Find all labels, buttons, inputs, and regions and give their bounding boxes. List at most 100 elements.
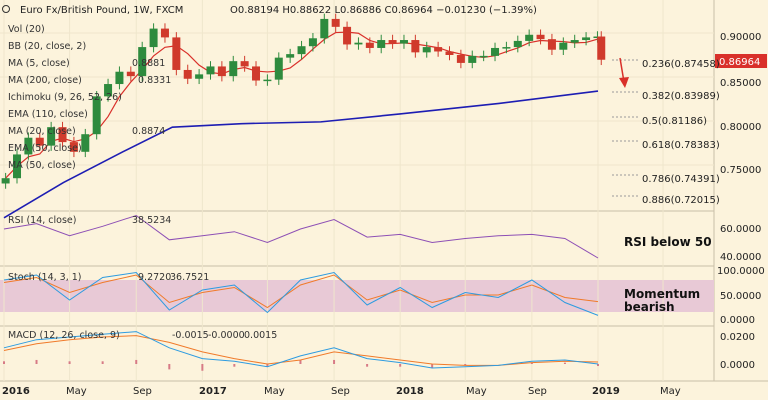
candle (274, 57, 283, 80)
rsi-tick-60: 60.0000 (720, 224, 761, 235)
x-tick-2017: 2017 (199, 386, 227, 397)
candle (160, 28, 169, 38)
fib-levels: 0.236(0.87458) 0.382(0.83989) 0.5(0.8118… (642, 59, 720, 206)
candle (1, 178, 10, 184)
candle (47, 127, 56, 146)
candle (434, 47, 443, 52)
candle (491, 47, 500, 56)
indicator-ma20[interactable]: MA (20, close) (8, 126, 76, 137)
indicator-ma5[interactable]: MA (5, close) (8, 58, 70, 69)
y-tick-085: 0.85000 (720, 78, 761, 89)
candle (263, 79, 272, 82)
stoch-d-value: 36.7521 (170, 272, 209, 283)
candle (24, 137, 33, 155)
candle (252, 66, 261, 81)
candle (115, 71, 124, 85)
candle (468, 55, 477, 63)
ma200-line (3, 90, 599, 219)
x-tick-2018: 2018 (396, 386, 424, 397)
fib-label-05: 0.5(0.81186) (642, 116, 707, 127)
main-pane[interactable] (0, 0, 714, 211)
rsi-label[interactable]: RSI (14, close) (8, 215, 76, 226)
rsi-annotation: RSI below 50 (624, 235, 712, 249)
indicator-legend: Vol (20) BB (20, close, 2) MA (5, close)… (8, 24, 171, 171)
macd-label[interactable]: MACD (12, 26, close, 9) (8, 330, 120, 341)
stoch-k-line (3, 271, 599, 316)
candle (536, 34, 545, 40)
rsi-line (3, 214, 599, 259)
stoch-d-line (3, 274, 599, 309)
candle (149, 28, 158, 48)
stoch-annotation-1: Momentum (624, 287, 700, 301)
macd-tick-002: 0.0200 (720, 332, 755, 343)
x-tick-may19: May (660, 386, 681, 397)
y-tick-090: 0.90000 (720, 32, 761, 43)
candle (81, 134, 90, 152)
indicator-bb[interactable]: BB (20, close, 2) (8, 41, 86, 52)
indicator-ema110[interactable]: EMA (110, close) (8, 109, 88, 120)
stoch-tick-50: 50.0000 (720, 291, 761, 302)
settings-icon[interactable] (2, 5, 10, 13)
candle (240, 61, 249, 67)
stoch-k-value: 9.2720 (138, 272, 171, 283)
candle (104, 84, 113, 97)
indicator-ema50[interactable]: EMA (50, close) (8, 143, 82, 154)
rsi-value: 38.5234 (132, 215, 171, 226)
macd-signal-value: 0.0015 (244, 330, 277, 341)
indicator-ma20-value: 0.8874 (132, 126, 165, 137)
x-axis: 2016 May Sep 2017 May Sep 2018 May Sep 2… (2, 386, 681, 397)
x-tick-may17: May (264, 386, 285, 397)
last-price-tag (715, 54, 767, 68)
candle (445, 51, 454, 55)
candle (69, 142, 78, 152)
x-tick-sep18: Sep (528, 386, 547, 397)
fib-label-0618: 0.618(0.78383) (642, 140, 720, 151)
x-tick-sep17: Sep (331, 386, 350, 397)
candle (479, 55, 488, 58)
candle (411, 40, 420, 53)
fib-label-0886: 0.886(0.72015) (642, 195, 720, 206)
candle (58, 127, 67, 143)
candle (172, 37, 181, 70)
candle (388, 40, 397, 44)
candle (13, 154, 22, 179)
candle (513, 40, 522, 48)
indicator-vol[interactable]: Vol (20) (8, 24, 45, 35)
stoch-band (0, 280, 714, 312)
candle (331, 18, 340, 27)
candle (138, 47, 147, 77)
candle (297, 46, 306, 55)
y-tick-080: 0.80000 (720, 122, 761, 133)
candle (597, 36, 606, 60)
candle (422, 47, 431, 53)
candle (399, 40, 408, 44)
candle (229, 61, 238, 77)
stoch-tick-0: 0.0000 (720, 315, 755, 326)
candle (195, 74, 204, 79)
indicator-ma200[interactable]: MA (200, close) (8, 75, 82, 86)
indicator-ichimoku[interactable]: Ichimoku (9, 26, 52, 26) (8, 92, 122, 103)
candle (456, 55, 465, 63)
x-tick-may16: May (66, 386, 87, 397)
candle (354, 42, 363, 45)
x-tick-2016: 2016 (2, 386, 30, 397)
candle (502, 47, 511, 49)
candle (582, 37, 591, 41)
x-tick-2019: 2019 (592, 386, 620, 397)
macd-tick-0: 0.0000 (720, 360, 755, 371)
stoch-label[interactable]: Stoch (14, 3, 1) (8, 272, 82, 283)
candle (206, 66, 215, 75)
candle (286, 54, 295, 58)
candle (559, 42, 568, 50)
x-tick-may18: May (466, 386, 487, 397)
last-price-label: 0.86964 (719, 57, 760, 68)
y-tick-075: 0.75000 (720, 165, 761, 176)
indicator-ma50[interactable]: MA (50, close) (8, 160, 76, 171)
candle (525, 34, 534, 41)
candle (570, 40, 579, 43)
fib-label-0236: 0.236(0.87458) (642, 59, 720, 70)
candle (320, 18, 329, 39)
candle (35, 137, 44, 146)
indicator-ma200-value: 0.8331 (138, 75, 171, 86)
